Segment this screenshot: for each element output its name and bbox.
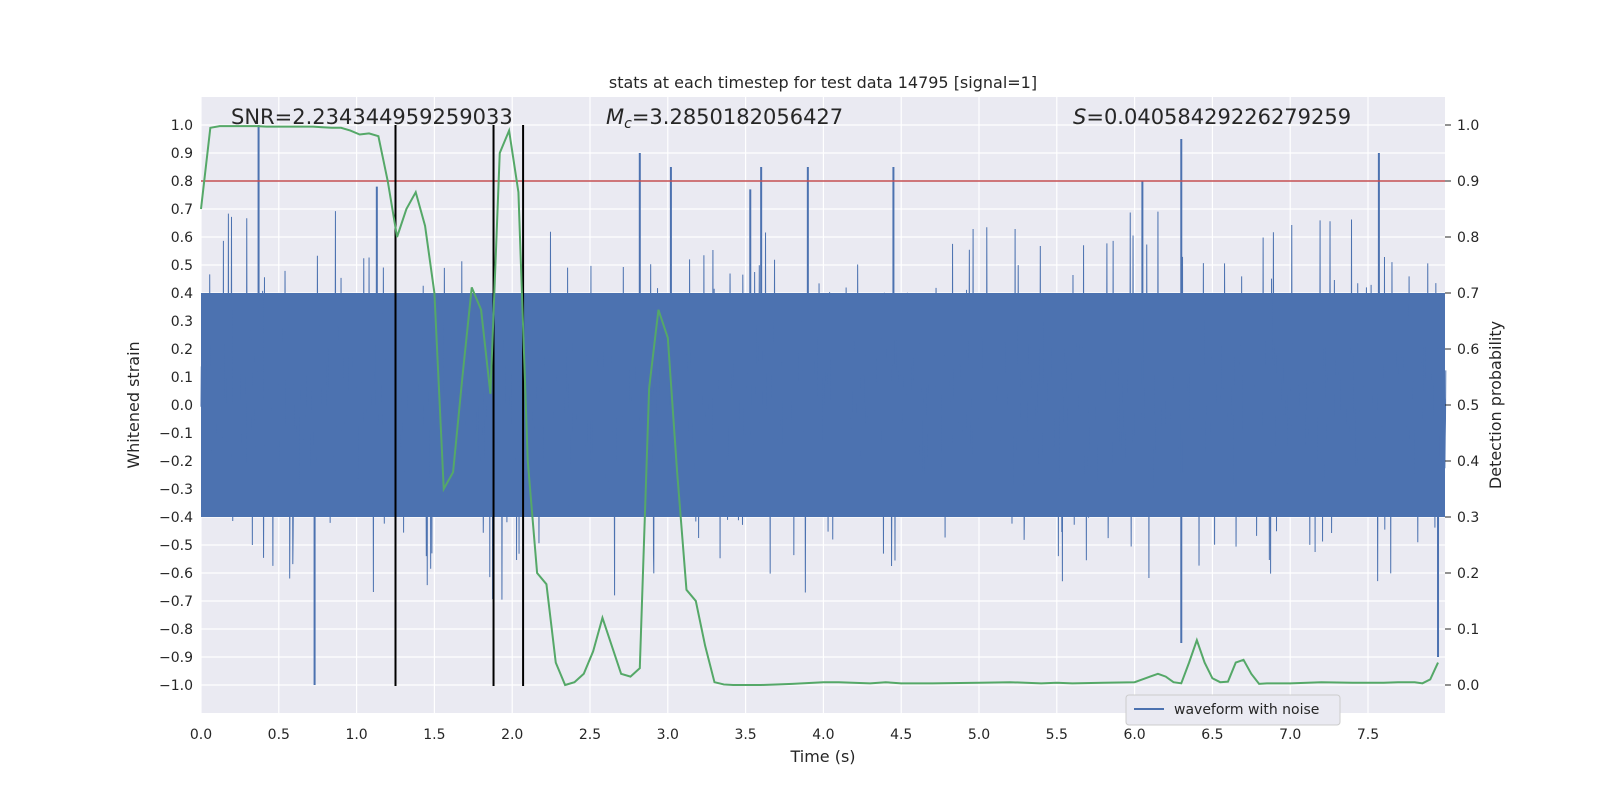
y-tick-label-right: 0.1 [1457,622,1479,638]
s-value: =0.04058429226279259 [1086,105,1351,129]
y-tick-label-left: 0.2 [171,342,193,358]
y-tick-label-left: 0.6 [171,230,193,246]
y-tick-label-right: 0.7 [1457,286,1479,302]
x-tick-label: 1.5 [423,727,445,743]
x-axis-label: Time (s) [789,747,855,766]
legend: waveform with noise [1125,694,1341,726]
x-tick-label: 7.5 [1357,727,1379,743]
s-symbol: S [1073,105,1086,129]
x-tick-label: 1.0 [345,727,367,743]
y-tick-label-left: −0.6 [159,566,193,582]
s-annotation: S=0.04058429226279259 [1073,105,1351,129]
chirp-mass-annotation: Mc=3.2850182056427 [606,105,843,132]
x-tick-label: 3.0 [657,727,679,743]
y-tick-label-left: −0.2 [159,454,193,470]
y-tick-label-left: −0.5 [159,538,193,554]
y-tick-label-right: 0.5 [1457,398,1479,414]
y-tick-label-left: 0.8 [171,174,193,190]
detection-probability-line [200,125,1439,687]
y-tick-label-left: 0.3 [171,314,193,330]
y-axis-label-left: Whitened strain [124,341,143,468]
y-tick-label-left: 0.5 [171,258,193,274]
y-tick-label-left: 0.0 [171,398,193,414]
x-tick-label: 2.5 [579,727,601,743]
y-tick-label-right: 0.4 [1457,454,1479,470]
y-tick-label-right: 0.0 [1457,678,1479,694]
y-tick-label-left: 0.1 [171,370,193,386]
x-tick-label: 2.0 [501,727,523,743]
x-tick-label: 6.0 [1123,727,1145,743]
snr-annotation: SNR=2.234344959259033 [231,105,513,129]
chirp-mass-symbol: M [606,105,624,129]
x-tick-label: 4.5 [890,727,912,743]
x-tick-label: 5.5 [1046,727,1068,743]
y-tick-label-left: 0.9 [171,146,193,162]
waveform-line [200,211,1447,600]
chirp-mass-value: =3.2850182056427 [632,105,843,129]
chirp-mass-subscript: c [624,116,632,132]
y-tick-label-left: 0.4 [171,286,193,302]
x-tick-label: 7.0 [1279,727,1301,743]
x-tick-label: 4.0 [812,727,834,743]
y-tick-label-right: 0.2 [1457,566,1479,582]
y-tick-label-left: 0.7 [171,202,193,218]
y-tick-label-right: 0.8 [1457,230,1479,246]
y-tick-label-left: −0.3 [159,482,193,498]
chart-title: stats at each timestep for test data 147… [609,73,1037,92]
legend-box [1125,694,1341,726]
y-tick-label-right: 1.0 [1457,118,1479,134]
y-tick-label-left: −0.1 [159,426,193,442]
y-tick-label-right: 0.9 [1457,174,1479,190]
y-tick-label-left: −0.9 [159,650,193,666]
y-tick-label-right: 0.6 [1457,342,1479,358]
x-tick-label: 3.5 [734,727,756,743]
x-tick-label: 5.0 [968,727,990,743]
y-tick-label-left: −0.4 [159,510,193,526]
x-tick-label: 0.0 [190,727,212,743]
y-tick-label-left: 1.0 [171,118,193,134]
axes: 0.0 0.5 1.0 1.5 2.0 2.5 3.0 3.5 4.0 4.5 5.0 5.5 6.0 6… [159,118,1479,743]
y-axis-label-right: Detection probability [1486,321,1505,489]
legend-entry-waveform: waveform with noise [1174,702,1319,718]
y-tick-label-right: 0.3 [1457,510,1479,526]
plot-area [200,125,1447,687]
y-tick-label-left: −0.7 [159,594,193,610]
x-tick-label: 6.5 [1201,727,1223,743]
y-tick-label-left: −1.0 [159,678,193,694]
x-tick-label: 0.5 [268,727,290,743]
y-tick-label-left: −0.8 [159,622,193,638]
